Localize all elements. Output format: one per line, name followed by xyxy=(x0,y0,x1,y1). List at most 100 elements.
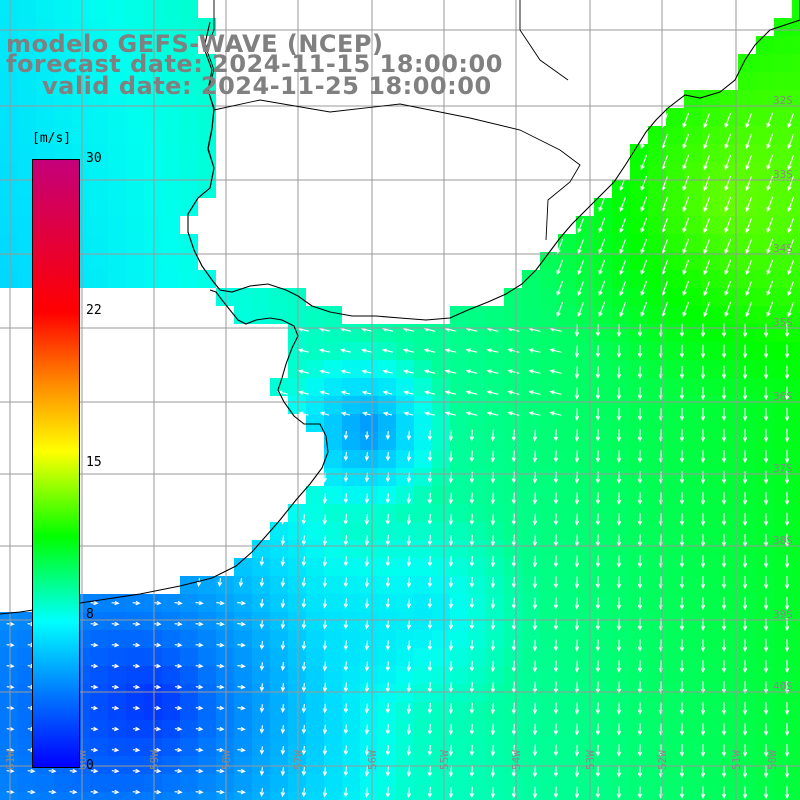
wind-cell xyxy=(774,234,792,252)
wind-cell xyxy=(54,0,72,18)
wind-arrow xyxy=(549,411,562,416)
wind-arrow xyxy=(598,217,606,234)
wind-cell xyxy=(234,558,252,576)
wind-cell xyxy=(648,774,666,792)
wind-arrow xyxy=(237,789,246,795)
wind-cell xyxy=(666,288,684,306)
wind-cell xyxy=(288,756,306,774)
wind-cell xyxy=(684,684,702,702)
wind-cell xyxy=(666,252,684,270)
wind-cell xyxy=(126,630,144,648)
wind-cell xyxy=(486,576,504,594)
wind-arrow xyxy=(619,217,627,234)
wind-arrow xyxy=(448,534,454,547)
wind-cell xyxy=(558,702,576,720)
wind-arrow xyxy=(511,492,517,505)
wind-cell xyxy=(306,378,324,396)
wind-cell xyxy=(198,180,216,198)
wind-cell xyxy=(792,630,800,648)
wind-arrow xyxy=(298,411,309,416)
wind-arrow xyxy=(385,661,391,672)
wind-cell xyxy=(126,792,144,800)
wind-arrow xyxy=(637,429,643,443)
wind-arrow xyxy=(385,556,391,567)
wind-cell xyxy=(684,252,702,270)
wind-cell xyxy=(576,522,594,540)
wind-arrow xyxy=(195,768,204,774)
wind-cell xyxy=(324,576,342,594)
wind-arrow xyxy=(616,723,622,736)
wind-cell xyxy=(72,90,90,108)
wind-cell xyxy=(792,360,800,378)
wind-arrow xyxy=(385,703,391,714)
wind-cell xyxy=(702,630,720,648)
wind-cell xyxy=(756,468,774,486)
wind-cell xyxy=(432,774,450,792)
wind-cell xyxy=(90,108,108,126)
wind-arrow xyxy=(216,768,225,774)
wind-cell xyxy=(738,162,756,180)
wind-arrow xyxy=(27,789,36,795)
wind-cell xyxy=(360,738,378,756)
wind-cell xyxy=(774,90,792,108)
wind-arrow xyxy=(469,661,475,673)
wind-arrow xyxy=(679,408,685,422)
wind-arrow xyxy=(319,369,330,374)
wind-arrow xyxy=(598,280,606,297)
wind-arrow xyxy=(553,555,559,568)
wind-cell xyxy=(342,792,360,800)
wind-cell xyxy=(594,684,612,702)
wind-arrow xyxy=(766,112,774,129)
wind-arrow xyxy=(616,660,622,673)
wind-cell xyxy=(666,684,684,702)
wind-arrow xyxy=(343,451,349,462)
wind-cell xyxy=(432,450,450,468)
wind-arrow xyxy=(343,556,349,567)
wind-cell xyxy=(468,378,486,396)
wind-cell xyxy=(342,396,360,414)
wind-arrow xyxy=(742,681,748,695)
wind-cell xyxy=(126,216,144,234)
wind-cell xyxy=(504,630,522,648)
wind-arrow xyxy=(700,450,706,464)
wind-cell xyxy=(144,648,162,666)
wind-cell xyxy=(540,252,558,270)
wind-arrow xyxy=(406,430,412,441)
wind-cell xyxy=(576,234,594,252)
wind-cell xyxy=(198,666,216,684)
wind-cell xyxy=(468,738,486,756)
wind-cell xyxy=(558,720,576,738)
wind-cell xyxy=(594,792,612,800)
wind-cell xyxy=(162,108,180,126)
wind-cell xyxy=(576,594,594,612)
wind-cell xyxy=(108,738,126,756)
wind-cell xyxy=(702,486,720,504)
wind-arrow xyxy=(507,348,520,353)
wind-arrow xyxy=(616,324,622,338)
wind-arrow xyxy=(637,660,643,673)
wind-cell xyxy=(162,594,180,612)
wind-arrow xyxy=(766,238,774,255)
wind-cell xyxy=(684,756,702,774)
wind-cell xyxy=(72,72,90,90)
wind-arrow xyxy=(195,600,204,606)
wind-arrow xyxy=(174,768,183,774)
wind-cell xyxy=(162,36,180,54)
wind-cell xyxy=(792,612,800,630)
wind-arrow xyxy=(595,597,601,610)
wind-cell xyxy=(180,576,198,594)
wind-cell xyxy=(306,360,324,378)
wind-cell xyxy=(702,360,720,378)
wind-arrow xyxy=(448,723,454,736)
wind-cell xyxy=(18,252,36,270)
wind-arrow xyxy=(406,619,412,630)
wind-cell xyxy=(54,18,72,36)
wind-cell xyxy=(576,612,594,630)
wind-arrow xyxy=(448,640,454,651)
wind-arrow xyxy=(490,723,496,736)
wind-cell xyxy=(162,774,180,792)
wind-cell xyxy=(540,774,558,792)
wind-cell xyxy=(486,720,504,738)
wind-cell xyxy=(702,432,720,450)
wind-arrow xyxy=(322,661,328,672)
